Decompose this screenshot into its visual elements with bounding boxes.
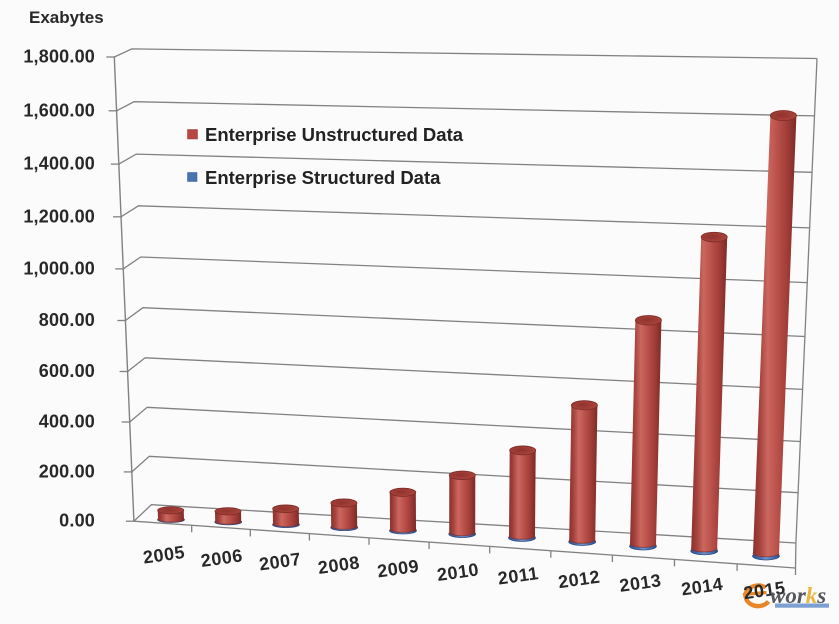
svg-text:Enterprise Structured Data: Enterprise Structured Data <box>205 167 441 188</box>
svg-text:Enterprise Unstructured Data: Enterprise Unstructured Data <box>205 124 464 145</box>
svg-text:400.00: 400.00 <box>39 412 95 432</box>
svg-text:0.00: 0.00 <box>59 511 95 531</box>
svg-text:1,400.00: 1,400.00 <box>23 154 95 174</box>
svg-text:800.00: 800.00 <box>39 310 95 330</box>
svg-text:1,800.00: 1,800.00 <box>23 47 95 67</box>
svg-text:600.00: 600.00 <box>39 361 95 381</box>
svg-text:200.00: 200.00 <box>39 461 95 481</box>
svg-text:Exabytes: Exabytes <box>29 8 104 27</box>
svg-text:1,200.00: 1,200.00 <box>23 206 95 226</box>
svg-text:1,600.00: 1,600.00 <box>23 100 95 120</box>
svg-text:1,000.00: 1,000.00 <box>23 258 95 278</box>
